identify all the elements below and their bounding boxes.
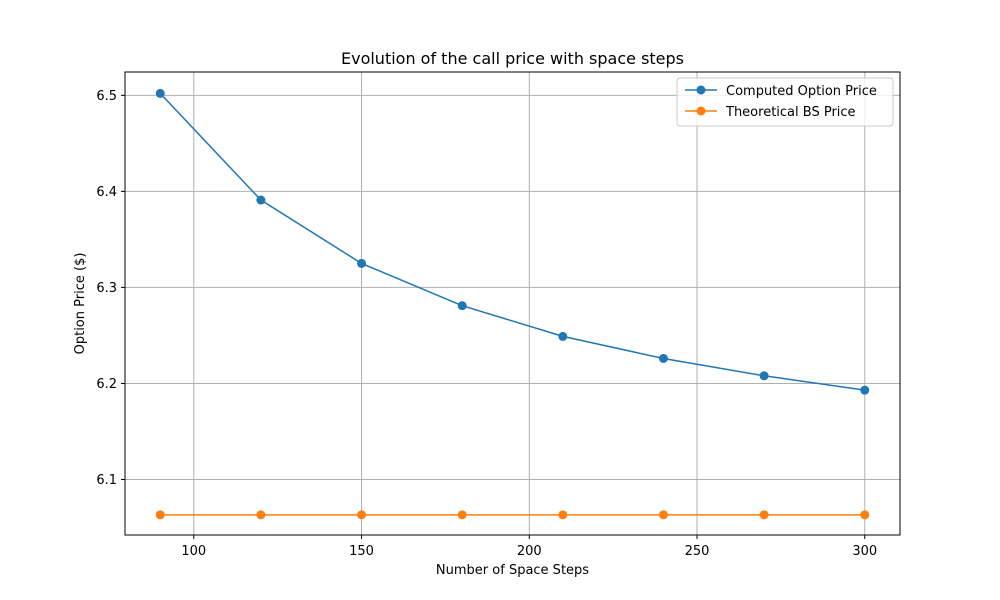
data-point-computed [558, 331, 568, 341]
data-point-computed [457, 301, 467, 311]
plot-area [125, 72, 900, 535]
x-tick-label: 300 [852, 544, 877, 559]
data-point-computed [155, 88, 165, 98]
data-point-theoretical [256, 510, 266, 520]
data-point-computed [256, 195, 266, 205]
y-tick-label: 6.3 [96, 281, 117, 296]
x-axis-label: Number of Space Steps [436, 563, 589, 578]
data-point-theoretical [759, 510, 769, 520]
y-tick-label: 6.5 [96, 89, 117, 104]
data-point-computed [759, 371, 769, 381]
series-line-computed [159, 92, 865, 391]
data-point-computed [357, 258, 367, 268]
x-tick-label: 250 [685, 544, 710, 559]
legend-marker-theoretical [696, 106, 706, 116]
data-point-theoretical [155, 510, 165, 520]
data-point-computed [658, 353, 668, 363]
series-layer [155, 88, 870, 520]
data-point-theoretical [658, 510, 668, 520]
data-point-theoretical [357, 510, 367, 520]
x-axis: 100 150 200 250 300 [181, 535, 877, 559]
x-tick-label: 150 [349, 544, 374, 559]
legend-box [676, 77, 894, 127]
legend: Computed Option Price Theoretical BS Pri… [676, 77, 894, 127]
legend-label-computed: Computed Option Price [726, 84, 877, 99]
y-axis: 6.1 6.2 6.3 6.4 6.5 [96, 89, 125, 488]
x-tick-label: 100 [181, 544, 206, 559]
x-tick-label: 200 [517, 544, 542, 559]
data-point-theoretical [558, 510, 568, 520]
y-axis-label: Option Price ($) [73, 253, 88, 355]
y-tick-label: 6.2 [96, 377, 117, 392]
legend-label-theoretical: Theoretical BS Price [725, 105, 856, 120]
data-point-theoretical [457, 510, 467, 520]
y-tick-label: 6.4 [96, 185, 117, 200]
plot-frame [124, 71, 901, 536]
legend-marker-computed [696, 85, 706, 95]
y-tick-label: 6.1 [96, 473, 117, 488]
chart-title: Evolution of the call price with space s… [341, 49, 684, 68]
data-point-theoretical [860, 510, 870, 520]
data-point-computed [860, 385, 870, 395]
